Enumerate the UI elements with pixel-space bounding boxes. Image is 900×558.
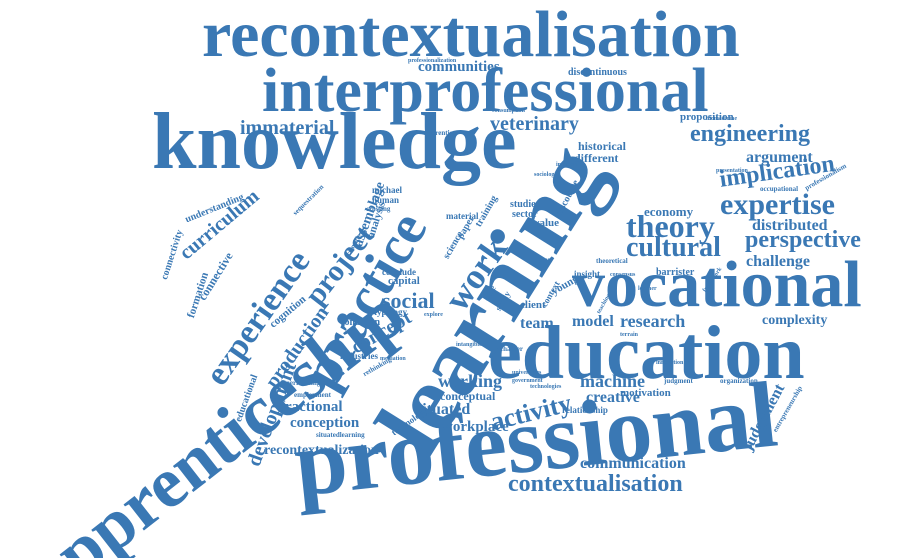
word-different: different <box>574 151 619 165</box>
word-mediation: mediation <box>380 356 406 362</box>
word-relationship: relationship <box>562 405 608 415</box>
word-sociology: sociology <box>534 172 558 178</box>
word-consensus: consensus <box>610 272 636 278</box>
word-condition: condition <box>340 317 381 328</box>
word-distributed: distributed <box>752 217 828 234</box>
word-proposition: proposition <box>680 111 734 123</box>
word-working: working <box>438 371 503 391</box>
word-machine: machine <box>580 371 645 391</box>
word-internship: internship <box>556 162 583 168</box>
word-theoretical: theoretical <box>596 257 628 265</box>
word-conclude: conclude <box>382 267 417 277</box>
word-historical: historical <box>578 139 626 153</box>
word-learner: learner <box>638 286 657 292</box>
word-cultural: cultural <box>626 232 721 263</box>
word-discontinuous: discontinuous <box>568 67 627 78</box>
word-technologies: technologies <box>530 384 562 390</box>
word-recontextualisation: recontextualisation <box>202 0 740 71</box>
word-creative: creative <box>586 389 640 406</box>
word-research: research <box>620 311 686 331</box>
word-workplace: workplace <box>442 419 509 435</box>
word-recontextualization: recontextualization <box>264 443 379 458</box>
word-occupational: occupational <box>760 185 799 193</box>
word-veterinary: veterinary <box>490 113 579 135</box>
word-performing: performing <box>286 379 321 387</box>
word-engineering: engineering <box>690 121 810 147</box>
word-situated: situated <box>416 401 471 418</box>
word-perspective: perspective <box>745 227 861 253</box>
word-capital: capital <box>388 275 420 287</box>
word-apprentice: apprentice <box>424 129 456 137</box>
word-value: value <box>534 217 560 229</box>
word-biomedicine: biomedicine <box>706 116 737 122</box>
word-skill: skill <box>534 257 551 267</box>
word-barrister: barrister <box>656 267 695 278</box>
word-conception: conception <box>290 415 360 431</box>
word-social: social <box>382 288 435 313</box>
word-knowledge: knowledge <box>152 98 517 186</box>
word-theory: theory <box>626 208 715 244</box>
word-complexity: complexity <box>762 313 828 328</box>
word-argument: argument <box>746 149 813 166</box>
word-challenge: challenge <box>746 253 810 270</box>
word-industries: industries <box>340 351 379 361</box>
word-interprofessional: interprofessional <box>262 57 709 125</box>
word-motivation: motivation <box>620 387 671 399</box>
word-vocational: vocational <box>572 248 862 321</box>
word-government: government <box>512 378 543 384</box>
word-team: team <box>520 315 554 332</box>
word-communities: communities <box>418 59 500 75</box>
word-education: education <box>488 311 805 395</box>
word-consumption: consumption <box>492 108 526 114</box>
word-fractional: fractional <box>280 399 343 415</box>
word-sector: sector <box>512 209 538 220</box>
word-model: model <box>572 313 614 330</box>
word-innovation: innovation <box>656 360 684 366</box>
word-immaterial: immaterial <box>240 117 335 139</box>
word-communication: communication <box>580 455 686 472</box>
word-human: human <box>372 195 400 205</box>
word-material: material <box>446 211 479 221</box>
word-explore: explore <box>424 312 443 318</box>
word-universities: universities <box>512 370 542 376</box>
word-studies: studies <box>510 199 540 210</box>
word-situatedlearning: situatedlearning <box>316 431 365 439</box>
word-sequestration: sequestration <box>291 182 326 217</box>
word-intangible: intangible <box>456 342 482 348</box>
word-chapter: chapter <box>500 345 523 353</box>
word-presentation: presentation <box>716 168 748 174</box>
word-expertise: expertise <box>720 188 835 221</box>
word-contextualisation: contextualisation <box>508 471 683 497</box>
word-judgment: judgment <box>664 377 693 385</box>
word-economy: economy <box>644 204 694 219</box>
word-michael: michael <box>372 185 402 195</box>
word-conceptual: conceptual <box>440 389 496 403</box>
word-professionalization: professionalization <box>408 58 457 64</box>
word-client: client <box>520 299 546 311</box>
word-organization: organization <box>720 377 758 385</box>
word-insight: insight <box>574 269 601 279</box>
word-terrain: terrain <box>620 332 638 338</box>
word-employment: employment <box>294 391 331 399</box>
word-crossing: crossing <box>366 205 391 213</box>
word-typology: typology <box>374 307 408 317</box>
